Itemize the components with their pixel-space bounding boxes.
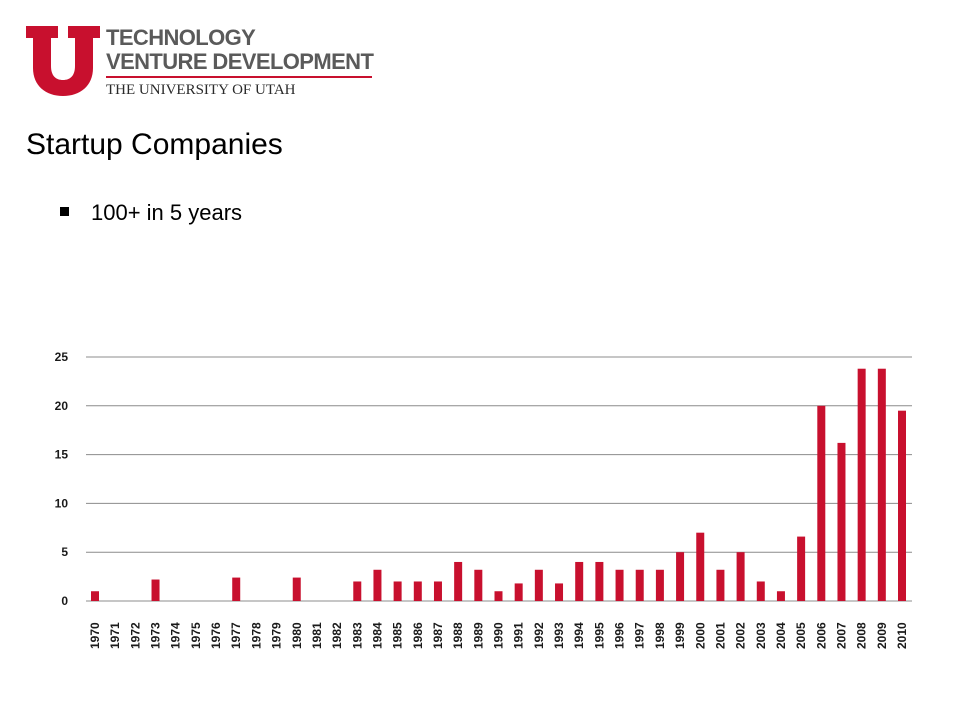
y-tick-label: 10 (55, 496, 69, 510)
x-tick-label: 2004 (774, 622, 788, 649)
x-tick-label: 1999 (673, 622, 687, 649)
bar (655, 569, 664, 601)
logo-divider (106, 76, 372, 78)
x-tick-label: 2002 (734, 622, 748, 649)
bar (91, 591, 99, 601)
bar (575, 561, 584, 601)
bar (514, 583, 523, 601)
bullet-text: 100+ in 5 years (91, 200, 243, 225)
y-tick-label: 0 (61, 594, 68, 608)
bar (555, 583, 564, 601)
bar (857, 368, 866, 601)
bar (676, 552, 685, 601)
x-tick-label: 1970 (88, 622, 102, 649)
x-tick-label: 1996 (613, 622, 627, 649)
x-tick-label: 2008 (855, 622, 869, 649)
bar (877, 368, 886, 601)
bullet-square-icon (60, 207, 69, 216)
x-tick-label: 1989 (471, 622, 485, 649)
bar (534, 569, 543, 601)
x-tick-label: 2006 (814, 622, 828, 649)
x-tick-label: 1977 (229, 622, 243, 649)
x-tick-label: 1992 (532, 622, 546, 649)
x-tick-label: 2003 (754, 622, 768, 649)
bar (635, 569, 644, 601)
bar (776, 591, 785, 601)
x-tick-label: 1982 (330, 622, 344, 649)
tvd-logo: TECHNOLOGY VENTURE DEVELOPMENT THE UNIVE… (26, 26, 386, 106)
bar (232, 577, 241, 601)
bar (151, 579, 160, 601)
logo-line-technology: TECHNOLOGY (106, 25, 256, 50)
bar (353, 581, 362, 601)
x-tick-label: 1981 (310, 622, 324, 649)
x-tick-label: 1985 (391, 622, 405, 649)
bar (797, 536, 806, 601)
bar (292, 577, 301, 601)
logo-text: TECHNOLOGY VENTURE DEVELOPMENT THE UNIVE… (106, 25, 374, 99)
x-tick-label: 1984 (370, 622, 384, 649)
x-tick-label: 1976 (209, 622, 223, 649)
x-tick-label: 1997 (633, 622, 647, 649)
y-tick-label: 20 (55, 399, 69, 413)
x-tick-label: 1973 (149, 622, 163, 649)
x-tick-label: 1993 (552, 622, 566, 649)
x-tick-label: 2007 (834, 622, 848, 649)
x-tick-label: 1998 (653, 622, 667, 649)
bar (494, 591, 503, 601)
slide-title: Startup Companies (26, 128, 283, 161)
startup-bar-chart: 0 5 10 15 20 25 1970 1971 1972 1973 1974 1975 1976 19… (55, 350, 912, 649)
bar (454, 561, 463, 601)
x-tick-label: 1974 (169, 622, 183, 649)
bar (837, 442, 846, 601)
bar (413, 581, 422, 601)
x-tick-label: 1988 (451, 622, 465, 649)
x-tick-label: 2000 (693, 622, 707, 649)
x-tick-label: 2001 (713, 622, 727, 649)
x-tick-label: 1971 (108, 622, 122, 649)
logo-line-university: THE UNIVERSITY OF UTAH (106, 82, 296, 98)
bar (615, 569, 624, 601)
bar (696, 532, 705, 601)
x-tick-label: 2009 (875, 622, 889, 649)
bar (898, 410, 906, 601)
x-tick-label: 1995 (592, 622, 606, 649)
bar (716, 569, 725, 601)
x-tick-label: 1972 (128, 622, 142, 649)
y-tick-label: 25 (55, 350, 69, 364)
x-tick-label: 1994 (572, 622, 586, 649)
bar (817, 405, 826, 601)
x-tick-label: 1986 (411, 622, 425, 649)
x-tick-label: 1978 (249, 622, 263, 649)
university-u-logo-icon (26, 26, 100, 96)
y-tick-label: 15 (55, 448, 69, 462)
bullet-item: 100+ in 5 years (60, 200, 242, 226)
bar (474, 569, 483, 601)
bar (433, 581, 442, 601)
x-tick-label: 1979 (270, 622, 284, 649)
x-tick-label: 1975 (189, 622, 203, 649)
x-tick-label: 1983 (350, 622, 364, 649)
y-tick-label: 5 (61, 545, 68, 559)
x-tick-label: 1980 (290, 622, 304, 649)
x-tick-label: 2005 (794, 622, 808, 649)
bar (756, 581, 765, 601)
bar (373, 569, 382, 601)
logo-line-venture-development: VENTURE DEVELOPMENT (106, 49, 374, 74)
x-tick-label: 2010 (895, 622, 909, 649)
bar (595, 561, 604, 601)
bar (736, 552, 745, 601)
x-tick-label: 1990 (492, 622, 506, 649)
x-tick-label: 1987 (431, 622, 445, 649)
bar (393, 581, 402, 601)
x-tick-label: 1991 (512, 622, 526, 649)
